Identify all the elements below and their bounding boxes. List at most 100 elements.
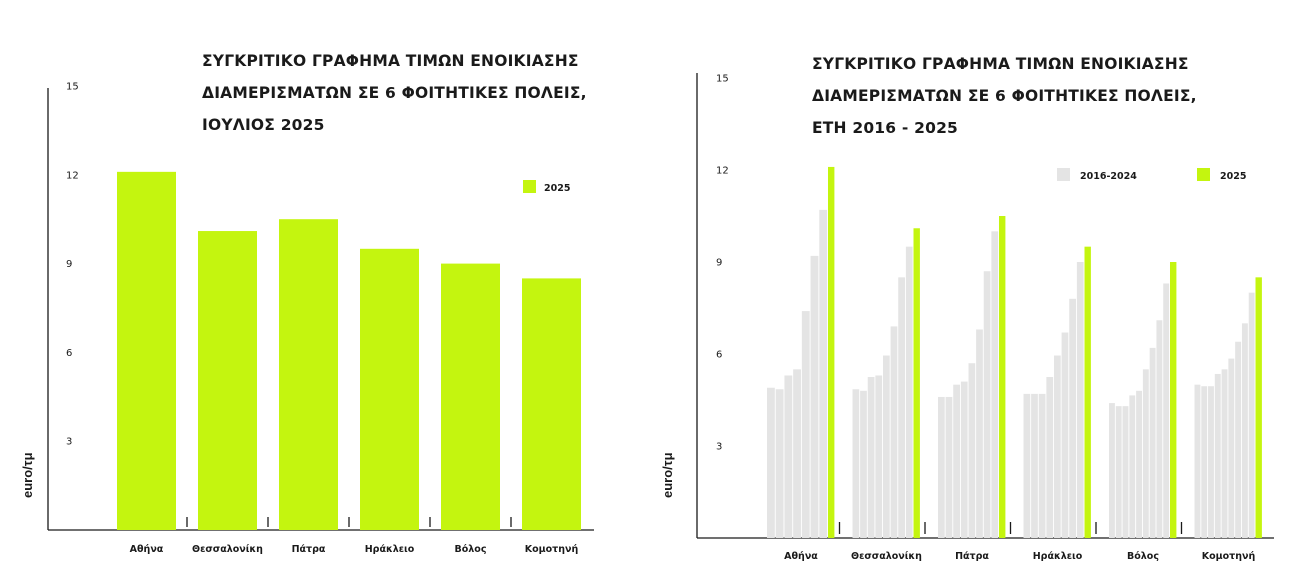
bar-2016-2024 [976,329,983,538]
y-tick-label: 9 [66,259,72,270]
bar-2016-2024 [819,209,828,538]
x-tick-label: Θεσσαλονίκη [192,544,263,555]
bar-2016-2024 [945,396,953,538]
bar-2016-2024 [1149,347,1156,538]
bar-2016-2024 [860,390,867,538]
x-tick-label: Βόλος [1127,551,1159,562]
bar-2016-2024 [1023,393,1031,538]
bar-2025 [913,228,920,538]
bar-2016-2024 [867,377,875,538]
y-tick-label: 15 [716,74,729,85]
bar-2016-2024 [1136,390,1142,538]
bar-2016-2024 [983,271,991,538]
bar-2016-2024 [1241,323,1248,538]
bar-2016-2024 [1194,384,1201,538]
bar-2016-2024 [1201,386,1208,538]
x-tick-label: Κομοτηνή [525,544,579,555]
legend-label-2016-2024: 2016-2024 [1080,171,1137,182]
legend-swatch-2025 [523,180,536,193]
bar-2025 [1170,262,1177,538]
bar-2016-2024 [1208,386,1214,538]
bar-2016-2024 [1038,393,1046,538]
bar-2025 [198,231,257,531]
bar-2016-2024 [883,355,890,538]
bar-2016-2024 [875,375,883,538]
y-tick-label: 12 [716,166,729,177]
bar-2016-2024 [960,381,968,538]
bar-2016-2024 [784,375,793,538]
y-tick-label: 3 [716,442,722,453]
x-tick-label: Κομοτηνή [1202,551,1256,562]
bar-2016-2024 [968,363,976,538]
x-tick-label: Θεσσαλονίκη [851,551,922,562]
bar-2016-2024 [793,369,801,538]
bar-2016-2024 [1142,369,1149,538]
bar-2016-2024 [1061,332,1069,538]
bar-2025 [1255,277,1262,538]
y-tick-label: 9 [716,258,722,269]
bar-2016-2024 [905,246,913,538]
chart-title: ΣΥΓΚΡΙΤΙΚΟ ΓΡΑΦΗΜΑ ΤΙΜΩΝ ΕΝΟΙΚΙΑΣΗΣ ΔΙΑΜ… [202,45,587,141]
bar-2016-2024 [1221,369,1228,538]
y-tick-label: 6 [66,348,72,359]
bar-2016-2024 [801,311,810,538]
bar-2025 [522,278,581,530]
x-tick-label: Αθήνα [784,551,818,562]
bar-2016-2024 [767,387,775,538]
legend-label-2025: 2025 [544,183,570,194]
title-line-2: ΔΙΑΜΕΡΙΣΜΑΤΩΝ ΣΕ 6 ΦΟΙΤΗΤΙΚΕΣ ΠΟΛΕΙΣ, [202,84,587,102]
legend-label-2025: 2025 [1220,171,1246,182]
bar-2016-2024 [1163,283,1170,538]
chart-title: ΣΥΓΚΡΙΤΙΚΟ ΓΡΑΦΗΜΑ ΤΙΜΩΝ ΕΝΟΙΚΙΑΣΗΣ ΔΙΑΜ… [812,48,1197,144]
y-tick-label: 3 [66,437,72,448]
chart-plot: 3 6 9 12 15 Αθήνα Θεσσαλονίκη Πάτρα Ηράκλειο Βόλο… [696,73,1274,562]
bar-2016-2024 [810,255,819,538]
legend-swatch-2016-2024 [1057,168,1070,181]
bar-2016-2024 [953,384,960,538]
bar-2025 [999,216,1006,538]
title-line-3: ΙΟΥΛΙΟΣ 2025 [202,116,325,134]
bar-2025 [360,248,419,531]
x-tick-label: Ηράκλειο [365,544,415,555]
bar-2016-2024 [1115,406,1122,538]
title-line-1: ΣΥΓΚΡΙΤΙΚΟ ΓΡΑΦΗΜΑ ΤΙΜΩΝ ΕΝΟΙΚΙΑΣΗΣ [812,55,1189,73]
bar-2016-2024 [1235,341,1242,538]
chart-july-2025: ΣΥΓΚΡΙΤΙΚΟ ΓΡΑΦΗΜΑ ΤΙΜΩΝ ΕΝΟΙΚΙΑΣΗΣ ΔΙΑΜ… [0,0,640,582]
bar-2016-2024 [1228,358,1235,538]
bar-2025 [1084,246,1091,538]
bar-2016-2024 [898,277,905,538]
bar-2016-2024 [1156,320,1163,538]
x-tick-label: Ηράκλειο [1033,551,1083,562]
title-line-2: ΔΙΑΜΕΡΙΣΜΑΤΩΝ ΣΕ 6 ΦΟΙΤΗΤΙΚΕΣ ΠΟΛΕΙΣ, [812,87,1197,105]
x-tick-label: Αθήνα [130,544,164,555]
bar-2025 [117,171,176,530]
bar-2016-2024 [1054,355,1061,538]
title-line-1: ΣΥΓΚΡΙΤΙΚΟ ΓΡΑΦΗΜΑ ΤΙΜΩΝ ΕΝΟΙΚΙΑΣΗΣ [202,52,579,70]
y-tick-label: 12 [66,170,79,181]
bar-2016-2024 [1214,373,1221,538]
bar-2016-2024 [1069,298,1076,538]
bar-2025 [441,263,500,530]
legend-swatch-2025 [1197,168,1210,181]
bar-2016-2024 [890,326,898,538]
bar-2016-2024 [1046,377,1054,538]
bar-2016-2024 [852,389,860,538]
bar-2016-2024 [1122,406,1129,538]
bar-2016-2024 [1248,292,1255,538]
bar-2025 [279,219,338,530]
x-tick-label: Πάτρα [292,544,326,555]
chart-plot: 3 6 9 12 15 Αθήνα Θεσσαλονίκη Πάτρα Ηράκλειο Βόλο… [47,82,594,555]
x-tick-label: Βόλος [455,544,487,555]
bar-2016-2024 [1109,403,1115,538]
chart-2016-2025: ΣΥΓΚΡΙΤΙΚΟ ΓΡΑΦΗΜΑ ΤΙΜΩΝ ΕΝΟΙΚΙΑΣΗΣ ΔΙΑΜ… [640,0,1306,582]
bar-2016-2024 [938,396,945,538]
title-line-3: ΕΤΗ 2016 - 2025 [812,119,959,137]
bar-2016-2024 [775,389,784,538]
y-tick-label: 6 [716,350,722,361]
bar-2025 [828,166,835,538]
bar-2016-2024 [1031,393,1038,538]
y-tick-label: 15 [66,82,79,93]
x-tick-label: Πάτρα [955,551,989,562]
bar-2016-2024 [991,231,999,539]
bar-2016-2024 [1076,262,1084,538]
